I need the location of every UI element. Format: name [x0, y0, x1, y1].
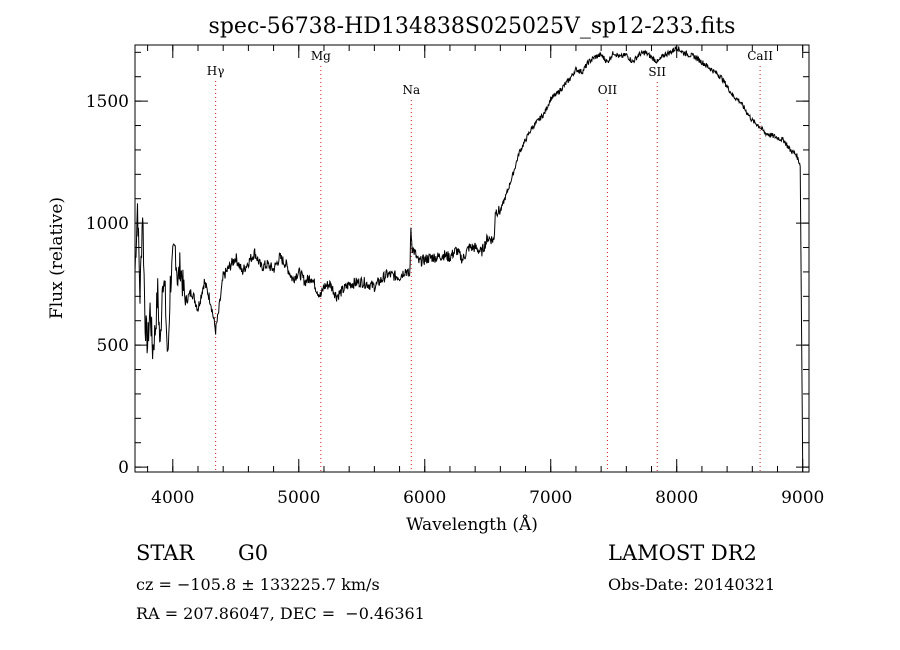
x-tick-label: 5000 [277, 488, 320, 508]
object-class: STAR [136, 541, 195, 565]
spectral-line-markers: Hγ Mg Na OII SII CaII [207, 49, 773, 472]
spectral-line-label: Na [402, 83, 420, 97]
y-tick-label: 1000 [86, 214, 129, 234]
x-tick-label: 8000 [655, 488, 698, 508]
x-tick-label: 4000 [151, 488, 194, 508]
y-tick-label: 0 [118, 458, 129, 478]
y-tick-label: 500 [97, 336, 129, 356]
y-tick-labels: 0 500 1000 1500 [86, 92, 129, 478]
spectral-line-label: Mg [311, 49, 331, 63]
spectral-line-label: Hγ [207, 64, 225, 78]
x-tick-label: 9000 [781, 488, 824, 508]
observation-date: Obs-Date: 20140321 [608, 575, 776, 594]
x-tick-label: 6000 [403, 488, 446, 508]
chart-title: spec-56738-HD134838S025025V_sp12-233.fit… [209, 14, 736, 39]
major-ticks [135, 45, 809, 472]
object-subclass: G0 [238, 541, 269, 565]
spectral-line-label: CaII [747, 49, 773, 63]
spectral-line-label: SII [648, 65, 666, 79]
ra-dec: RA = 207.86047, DEC = −0.46361 [136, 604, 425, 623]
x-tick-labels: 4000 5000 6000 7000 8000 9000 [151, 488, 824, 508]
redshift-cz: cz = −105.8 ± 133225.7 km/s [136, 575, 380, 594]
y-tick-label: 1500 [86, 92, 129, 112]
x-axis-label: Wavelength (Å) [406, 514, 538, 535]
spectral-line-label: OII [598, 83, 618, 97]
survey-name: LAMOST DR2 [608, 541, 757, 565]
spectrum-series-line [134, 46, 804, 468]
x-tick-label: 7000 [529, 488, 572, 508]
y-axis-label: Flux (relative) [47, 197, 67, 319]
